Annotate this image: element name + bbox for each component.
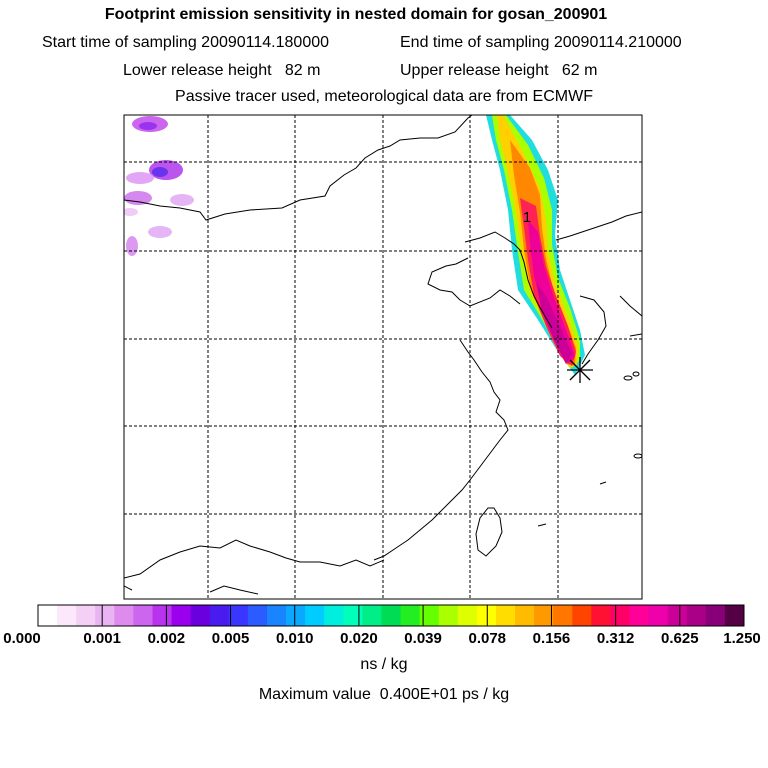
tracer-note: Passive tracer used, meteorological data… — [175, 88, 593, 105]
colorbar — [37, 605, 745, 626]
colorbar-swatch — [572, 605, 592, 626]
colorbar-tick-label: 0.000 — [3, 630, 41, 647]
colorbar-swatch — [476, 605, 497, 626]
colorbar-swatch — [190, 605, 211, 626]
colorbar-tick-label: 0.020 — [340, 630, 378, 647]
colorbar-swatch — [362, 605, 382, 626]
star-icon — [567, 357, 593, 383]
colorbar-swatch — [305, 605, 325, 626]
colorbar-swatch — [76, 605, 96, 626]
footprint-plume — [486, 115, 585, 375]
start-sampling-text: Start time of sampling 20090114.180000 — [42, 34, 330, 51]
colorbar-swatch — [648, 605, 669, 626]
colorbar-swatch — [38, 605, 58, 626]
colorbar-swatch — [438, 605, 459, 626]
page-title: Footprint emission sensitivity in nested… — [104, 6, 608, 23]
sensitivity-speckles — [124, 116, 194, 256]
colorbar-swatch — [515, 605, 535, 626]
colorbar-swatch — [133, 605, 153, 626]
colorbar-frame — [37, 604, 745, 627]
colorbar-tick-label: 0.005 — [211, 630, 250, 647]
colorbar-swatch — [114, 605, 134, 626]
colorbar-swatch — [381, 605, 402, 626]
map-frame — [123, 114, 643, 600]
colorbar-swatch — [266, 605, 287, 626]
colorbar-swatch — [667, 605, 688, 626]
colorbar-tick-label: 0.078 — [468, 630, 507, 647]
colorbar-tick-label: 0.039 — [404, 630, 442, 647]
colorbar-swatch — [457, 605, 478, 626]
colorbar-swatch — [209, 605, 230, 626]
colorbar-swatch — [171, 605, 192, 626]
units-label: ns / kg — [360, 656, 408, 673]
colorbar-swatch — [95, 605, 115, 626]
colorbar-swatch — [591, 605, 611, 626]
colorbar-swatch — [286, 605, 306, 626]
map-layers — [124, 115, 642, 599]
colorbar-swatch — [343, 605, 363, 626]
end-sampling-text: End time of sampling 20090114.210000 — [400, 34, 682, 51]
colorbar-swatch — [553, 605, 573, 626]
colorbar-tick-label: 0.156 — [532, 630, 571, 647]
colorbar-swatch — [247, 605, 268, 626]
colorbar-swatch — [57, 605, 77, 626]
max-value-text: Maximum value 0.400E+01 ps / kg — [258, 686, 510, 703]
colorbar-swatch — [534, 605, 554, 626]
colorbar-tick-label: 0.002 — [147, 630, 186, 647]
colorbar-tick-label: 1.250 — [723, 630, 761, 647]
upper-release-text: Upper release height 62 m — [400, 62, 598, 79]
colorbar-swatch — [724, 605, 745, 626]
colorbar-swatch — [610, 605, 631, 626]
colorbar-swatch — [152, 605, 173, 626]
colorbar-tick-label: 0.001 — [83, 630, 121, 647]
colorbar-swatch — [705, 605, 726, 626]
colorbar-swatch — [400, 605, 421, 626]
colorbar-swatch — [419, 605, 440, 626]
colorbar-tick-label: 0.010 — [275, 630, 314, 647]
colorbar-swatch — [495, 605, 516, 626]
colorbar-swatch — [228, 605, 249, 626]
colorbar-swatch — [324, 605, 344, 626]
coastlines — [124, 115, 642, 595]
plume-label: 1 — [523, 209, 531, 226]
lower-release-text: Lower release height 82 m — [123, 62, 321, 79]
colorbar-swatch — [686, 605, 707, 626]
colorbar-swatch — [629, 605, 650, 626]
colorbar-tick-label: 0.625 — [661, 630, 699, 647]
gridlines — [124, 115, 642, 599]
colorbar-tick-label: 0.312 — [596, 630, 635, 647]
